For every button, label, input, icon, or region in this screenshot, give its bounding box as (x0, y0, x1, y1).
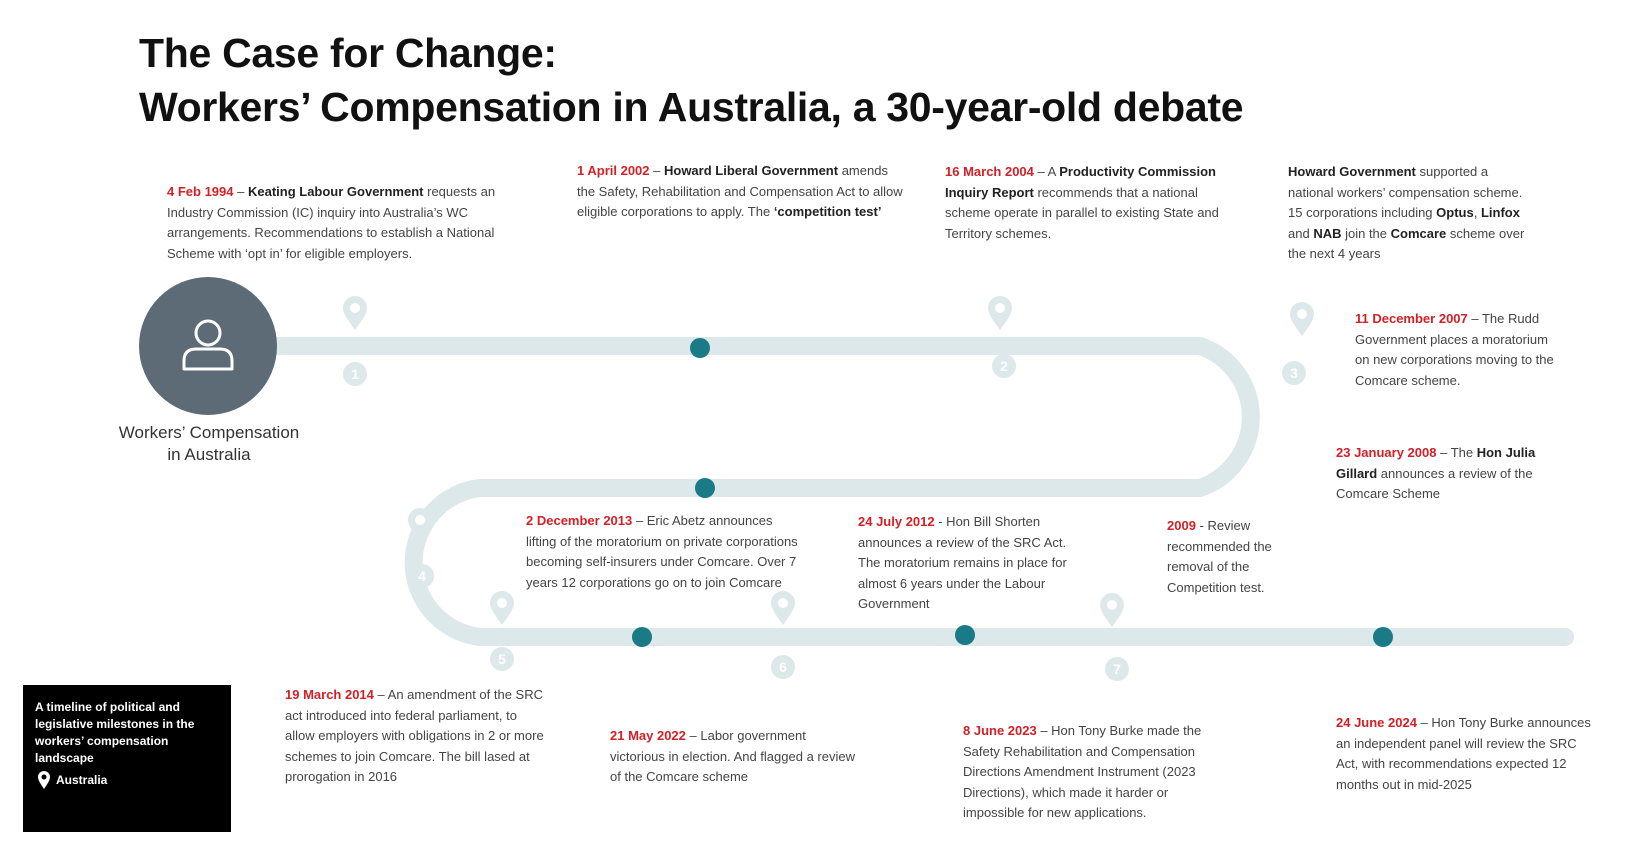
event-date: 1 April 2002 (577, 163, 650, 178)
event-actor: Productivity Commission Inquiry Report (945, 164, 1216, 200)
event-date: 16 March 2004 (945, 164, 1034, 179)
event-text: join the (1341, 225, 1391, 241)
event-actor: Hon Julia Gillard (1336, 445, 1536, 481)
hub-label: Workers’ Compensation in Australia (100, 422, 318, 466)
event-sep: – The (1436, 445, 1477, 460)
map-pin-icon (490, 591, 514, 625)
event-date: 21 May 2022 (610, 728, 686, 743)
company-name: Optus (1436, 205, 1474, 220)
location-pin-icon (38, 771, 50, 789)
event-emphasis: ‘competition test’ (773, 204, 882, 219)
event-text: supported a national workers’ compensati… (1288, 164, 1523, 220)
map-pin-icon (771, 591, 795, 625)
event-text: requests an Industry Commission (IC) inq… (167, 184, 496, 261)
timeline-pins (343, 296, 1314, 627)
legend-box: A timeline of political and legislative … (23, 685, 231, 832)
event-text: – Labor government victorious in electio… (610, 728, 855, 784)
event-2007: 11 December 2007 – The Rudd Government p… (1355, 309, 1555, 391)
event-2023: 8 June 2023 – Hon Tony Burke made the Sa… (963, 721, 1228, 824)
event-text: recommends that a national scheme operat… (945, 184, 1219, 241)
map-pin-icon (408, 508, 432, 542)
event-text: - Hon Bill Shorten announces a review of… (858, 514, 1067, 611)
map-pin-icon (1100, 593, 1124, 627)
legend-location-label: Australia (56, 773, 108, 787)
event-2004: 16 March 2004 – A Productivity Commissio… (945, 162, 1230, 244)
legend-text: A timeline of political and legislative … (35, 700, 195, 765)
event-text: – The Rudd Government places a moratoriu… (1355, 311, 1554, 388)
marker-number-3: 3 (1282, 361, 1306, 385)
event-actor: Howard Government (1288, 164, 1416, 179)
map-pin-icon (343, 296, 367, 330)
timeline-path (199, 337, 1574, 646)
marker-number-1: 1 (343, 362, 367, 386)
event-text: – An amendment of the SRC act introduced… (285, 687, 544, 784)
person-icon (182, 319, 234, 371)
event-1994: 4 Feb 1994 – Keating Labour Government r… (167, 182, 532, 264)
event-text: – Hon Tony Burke made the Safety Rehabil… (963, 723, 1202, 820)
event-date: 24 June 2024 (1336, 715, 1417, 730)
title-line-2: Workers’ Compensation in Australia, a 30… (139, 84, 1244, 130)
event-actor: Howard Liberal Government (663, 163, 839, 178)
event-2008: 23 January 2008 – The Hon Julia Gillard … (1336, 443, 1551, 505)
event-actor: Keating Labour Government (247, 184, 424, 199)
event-date: 8 June 2023 (963, 723, 1037, 738)
event-text: announces a review of the Comcare Scheme (1336, 465, 1533, 502)
event-text: - Review recommended the removal of the … (1167, 518, 1272, 595)
event-sep: – A (1033, 164, 1060, 179)
event-text: amends the Safety, Rehabilitation and Co… (577, 163, 903, 219)
marker-number-2: 2 (992, 354, 1016, 378)
timeline-dot (695, 478, 715, 498)
event-date: 11 December 2007 (1355, 311, 1468, 326)
title-line-1: The Case for Change: (139, 30, 557, 76)
timeline-dot (1373, 627, 1393, 647)
event-2024: 24 June 2024 – Hon Tony Burke announces … (1336, 713, 1601, 795)
marker-number-5: 5 (490, 647, 514, 671)
event-2009: 2009 - Review recommended the removal of… (1167, 516, 1307, 598)
event-date: 23 January 2008 (1336, 445, 1437, 460)
marker-number-7: 7 (1105, 657, 1129, 681)
event-text: scheme over the next 4 years (1288, 225, 1525, 262)
event-date: 2 December 2013 (526, 513, 633, 528)
event-text: – Hon Tony Burke announces an independen… (1336, 715, 1591, 792)
map-pin-icon (988, 296, 1012, 330)
event-howard: Howard Government supported a national w… (1288, 162, 1528, 265)
hub-circle (139, 277, 277, 415)
event-date: 2009 (1167, 518, 1196, 533)
event-2002: 1 April 2002 – Howard Liberal Government… (577, 161, 907, 223)
map-pin-icon (1290, 302, 1314, 336)
event-2022: 21 May 2022 – Labor government victoriou… (610, 726, 860, 788)
event-date: 24 July 2012 (858, 514, 935, 529)
event-sep: – (649, 163, 664, 178)
timeline-dot (690, 338, 710, 358)
event-date: 19 March 2014 (285, 687, 374, 702)
event-sep: – (233, 184, 248, 199)
event-2012: 24 July 2012 - Hon Bill Shorten announce… (858, 512, 1088, 615)
scheme-name: Comcare (1390, 225, 1447, 241)
legend-location: Australia (37, 770, 107, 790)
marker-number-4: 4 (410, 564, 434, 588)
event-text: – Eric Abetz announces lifting of the mo… (526, 513, 798, 590)
event-text: and (1288, 225, 1314, 241)
event-2013: 2 December 2013 – Eric Abetz announces l… (526, 511, 801, 593)
company-name: Linfox (1480, 205, 1520, 220)
company-name: NAB (1313, 225, 1342, 241)
event-2014: 19 March 2014 – An amendment of the SRC … (285, 685, 550, 788)
event-date: 4 Feb 1994 (167, 184, 234, 199)
timeline-dot (955, 625, 975, 645)
marker-number-6: 6 (771, 655, 795, 679)
timeline-dot (632, 627, 652, 647)
hub-label-line-1: Workers’ Compensation (118, 423, 300, 442)
timeline-dots (632, 338, 1393, 647)
hub-label-line-2: in Australia (167, 445, 251, 464)
page-title: The Case for Change: Workers’ Compensati… (139, 26, 1244, 134)
event-text: , (1473, 205, 1481, 220)
